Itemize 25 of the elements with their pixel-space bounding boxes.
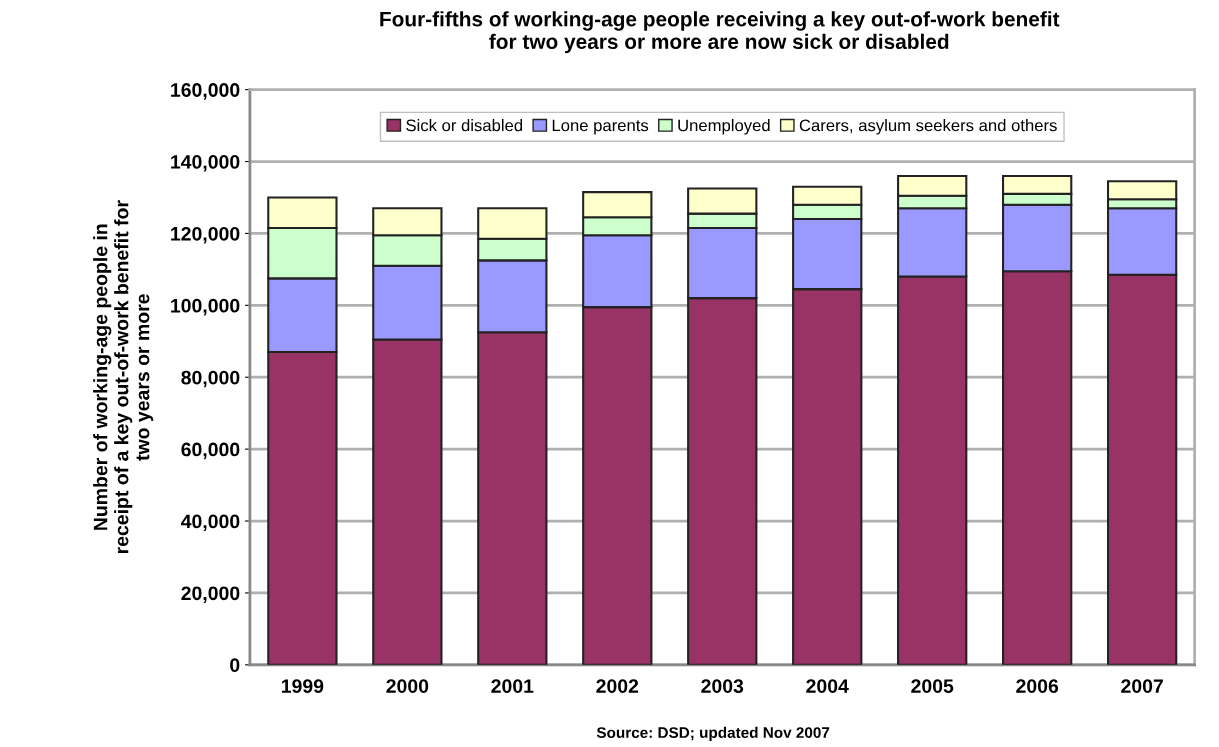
x-tick-label: 2001 [491,679,534,693]
y-tick-label: 20,000 [181,586,240,603]
y-tick-label: 120,000 [171,226,240,244]
y-tick-label: 0 [230,658,240,673]
legend-label: Carers, asylum seekers and others [799,119,1057,135]
x-tick-label: 2007 [1121,679,1163,693]
y-tick-label: 80,000 [181,370,240,388]
y-tick-label: 100,000 [171,298,240,316]
x-tick-label: 2003 [701,679,744,694]
chart-title: Four-fifths of working-age people receiving a key out-of-work benefit for two years or more are now sick or disabled [380,11,1060,54]
y-tick-label: 40,000 [181,514,240,532]
y-tick-label: 60,000 [181,442,240,460]
legend-label: Unemployed [678,119,770,135]
legend-label: Sick or disabled [406,119,523,132]
source-note: Source: DSD; updated Nov 2007 [596,726,830,742]
y-tick-label: 160,000 [171,83,240,100]
legend-label: Lone parents [552,119,649,135]
x-tick-label: 2004 [806,679,849,693]
x-tick-label: 2000 [386,679,429,693]
x-tick-label: 2006 [1016,679,1059,693]
x-tick-label: 2005 [911,679,954,693]
x-tick-label: 1999 [281,679,324,693]
x-tick-label: 2002 [596,679,639,693]
y-tick-label: 140,000 [171,155,240,172]
y-axis-title: Number of working-age people in receipt of a key out-of-work benefit for two years or more [93,200,154,554]
